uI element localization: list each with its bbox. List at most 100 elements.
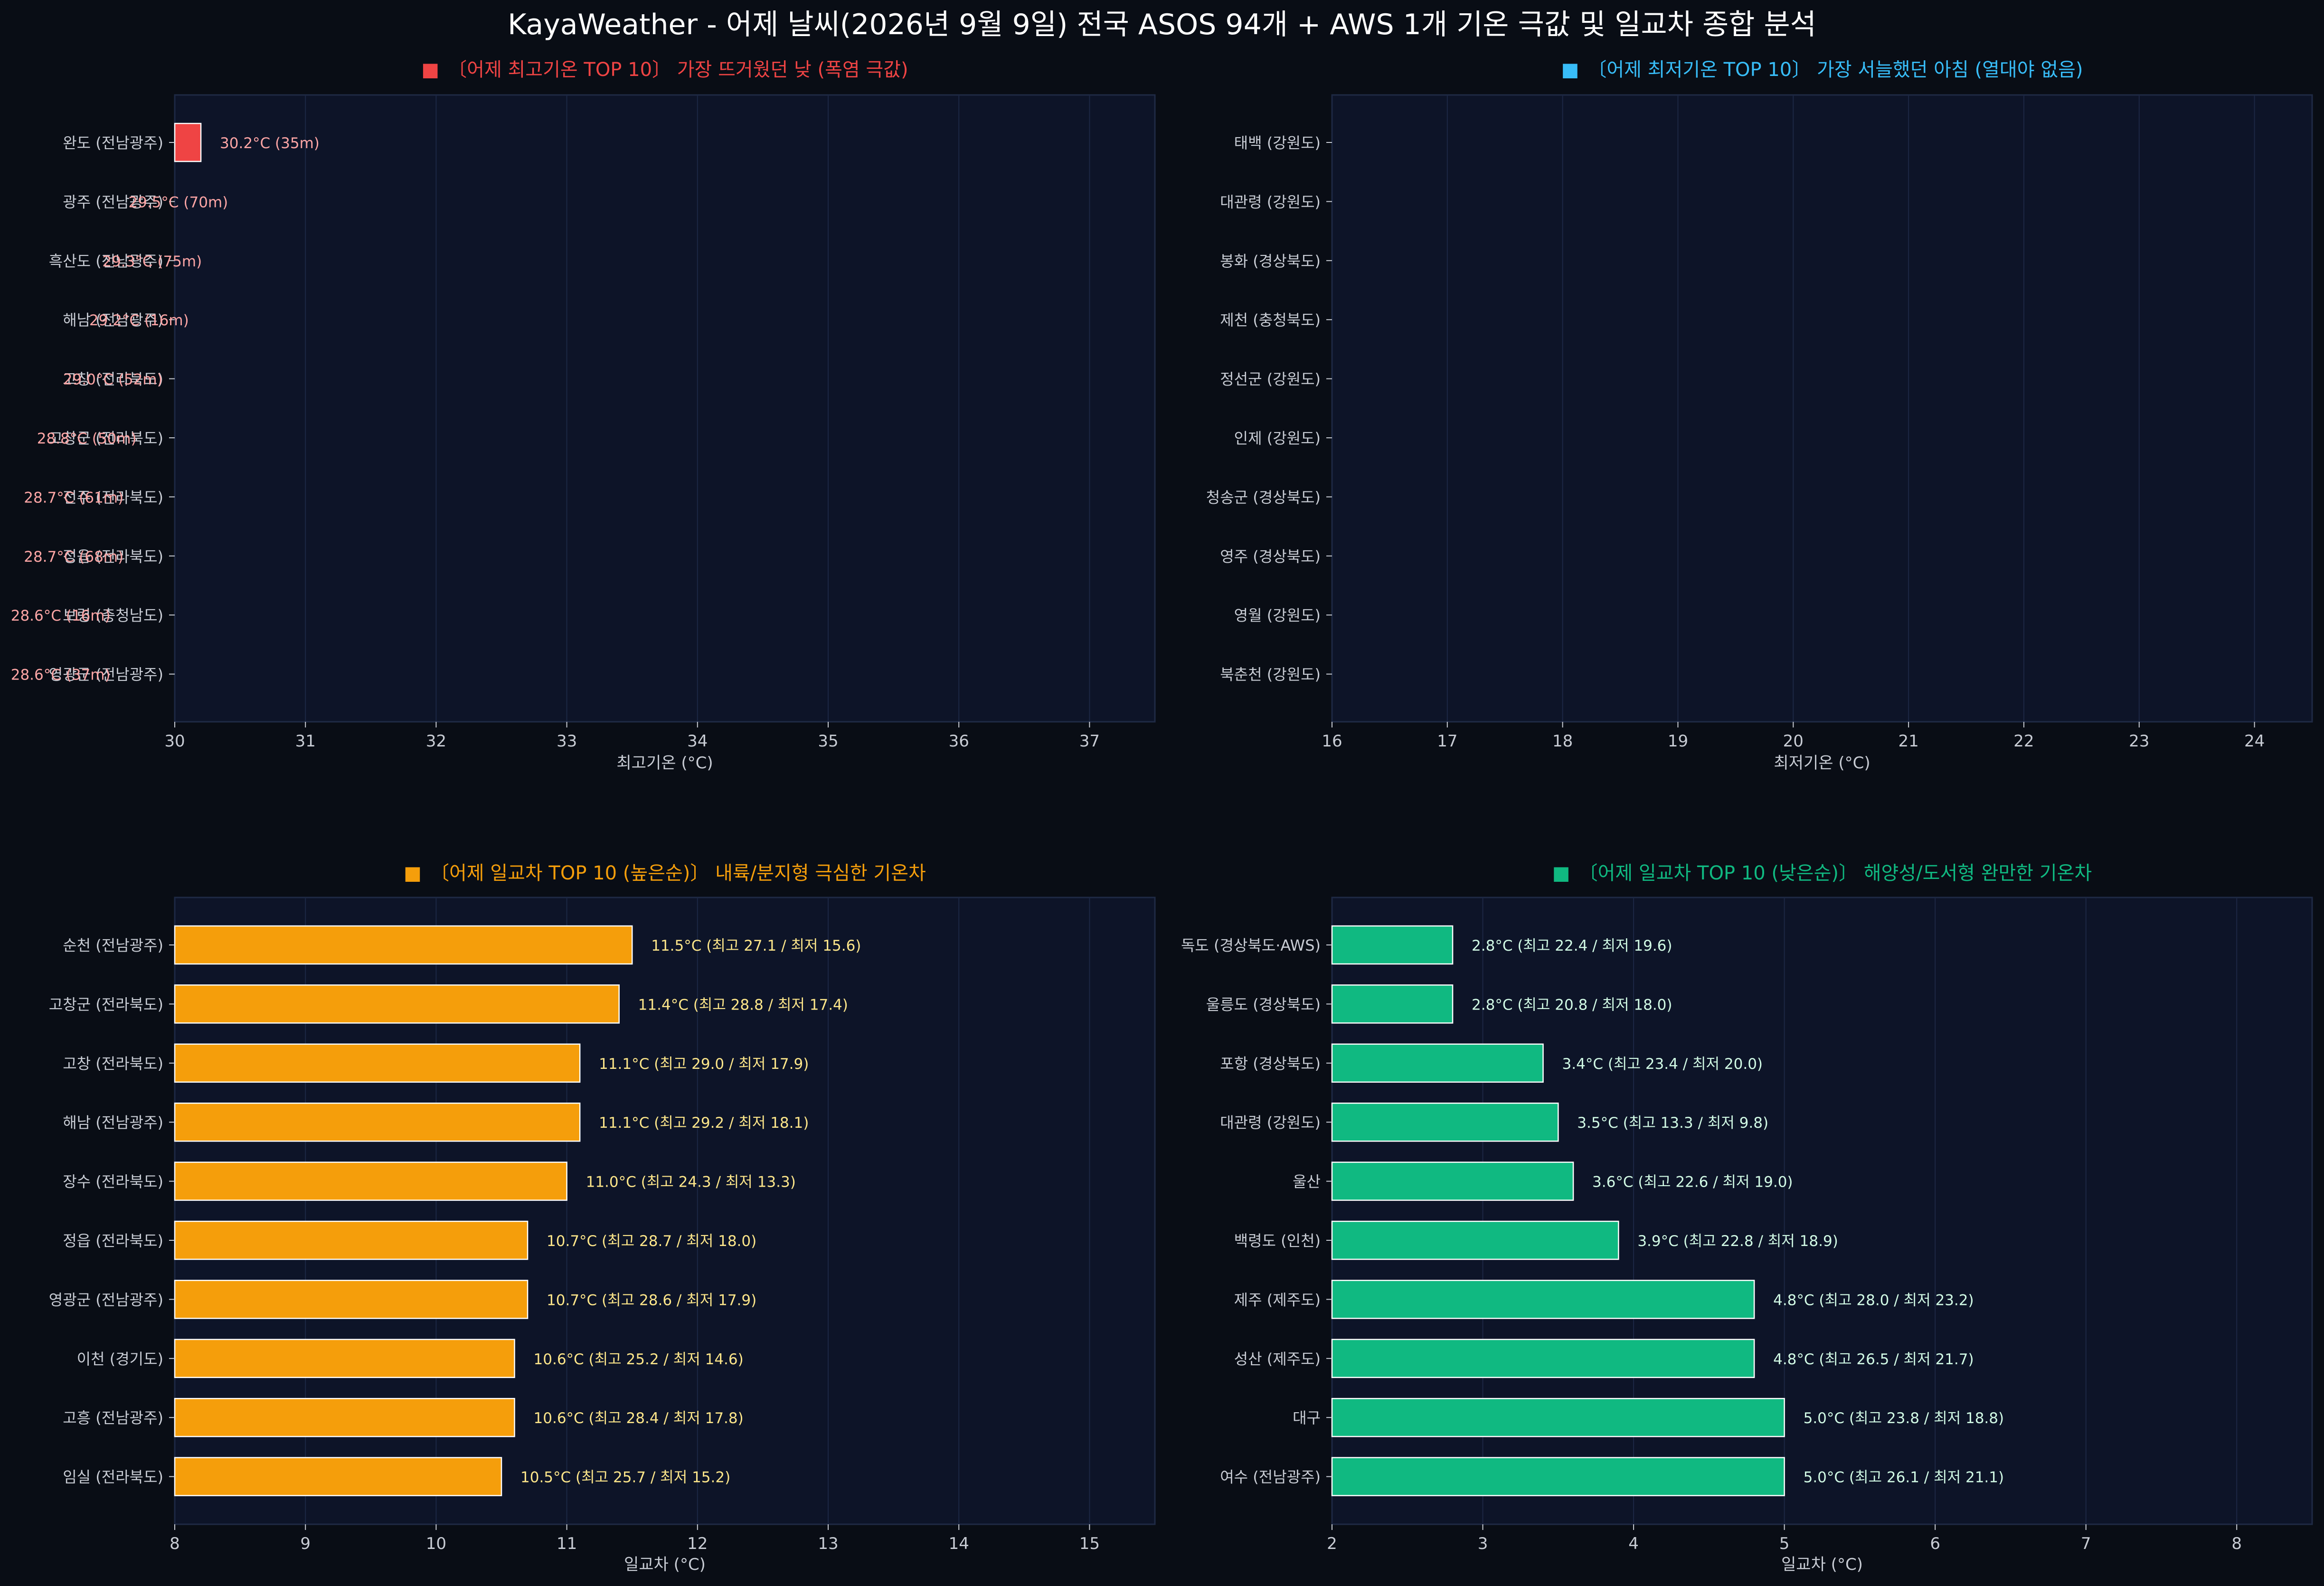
value-label: 10.7°C (최고 28.7 / 최저 18.0) [547,1233,756,1250]
y-tick-label: 대관령 (강원도) [1220,1114,1321,1132]
bars-range-high [174,925,633,1496]
xticks-min: 16 17 18 19 20 21 22 23 24 [1322,722,2265,751]
y-tick-label: 순천 (전남광주) [63,936,163,954]
bar [174,1457,502,1496]
yticks-min: 태백 (강원도) 대관령 (강원도) 봉화 (경상북도) 제천 (충청북도) 정선군 (… [1206,134,1332,684]
bar [174,123,202,162]
x-tick-label: 32 [426,732,446,751]
labels-range-high: 11.5°C (최고 27.1 / 최저 15.6) 11.4°C (최고 28.… [520,937,861,1486]
value-label: 11.0°C (최고 24.3 / 최저 13.3) [586,1174,796,1191]
x-tick-label: 3 [1478,1534,1488,1553]
bar [174,1339,515,1378]
y-tick-label: 인제 (강원도) [1234,429,1321,447]
y-tick-label: 울릉도 (경상북도) [1206,995,1321,1013]
x-tick-label: 17 [1437,732,1457,751]
x-tick-label: 18 [1552,732,1573,751]
x-axis-label-min: 최저기온 (°C) [1774,754,1870,773]
value-label: 3.9°C (최고 22.8 / 최저 18.9) [1637,1233,1838,1250]
value-label: 2.8°C (최고 22.4 / 최저 19.6) [1472,937,1672,954]
y-tick-label: 전주 (전라북도) [63,488,163,506]
y-tick-label: 장수 (전라북도) [63,1173,163,1191]
value-label: 5.0°C (최고 23.8 / 최저 18.8) [1804,1410,2004,1427]
value-label: 2.8°C (최고 20.8 / 최저 18.0) [1472,996,1672,1013]
value-label: 30.2°C (35m) [220,135,320,152]
bar [1331,1043,1544,1083]
bars-max [174,123,202,162]
y-tick-label: 보령 (충청남도) [63,606,163,624]
y-tick-label: 영월 (강원도) [1234,606,1321,624]
bar [1331,1220,1619,1260]
y-tick-label: 해남 (전남광주) [63,311,163,329]
value-label: 11.1°C (최고 29.2 / 최저 18.1) [599,1114,809,1132]
value-label: 10.7°C (최고 28.6 / 최저 17.9) [547,1292,756,1309]
panel-marker-min: ■ [1561,59,1579,81]
y-tick-label: 정선군 (강원도) [1220,370,1321,388]
value-label: 28.7°C (61m) [24,489,123,506]
x-axis-label-max: 최고기온 (°C) [616,754,713,773]
y-tick-label: 여수 (전남광주) [1220,1468,1321,1486]
value-label: 11.1°C (최고 29.0 / 최저 17.9) [599,1056,809,1073]
bar [1331,925,1454,965]
panel-max-temp: ■ 〔어제 최고기온 TOP 10〕 가장 뜨거웠던 낮 (폭염 극값) 최고기온… [11,59,1156,773]
bar [1331,1280,1755,1319]
x-tick-label: 36 [949,732,969,751]
value-label: 3.6°C (최고 22.6 / 최저 19.0) [1592,1174,1793,1191]
panel-range-high: ■ 〔어제 일교차 TOP 10 (높은순)〕 내륙/분지형 극심한 기온차 일교… [49,862,1156,1574]
panel-min-temp: ■ 〔어제 최저기온 TOP 10〕 가장 서늘했던 아침 (열대야 없음) 최저… [1206,59,2313,773]
x-tick-label: 9 [300,1534,311,1553]
x-tick-label: 35 [818,732,838,751]
grid-min [1332,95,2255,722]
value-label: 28.6°C (16m) [11,607,111,624]
x-tick-label: 5 [1779,1534,1790,1553]
x-tick-label: 14 [949,1534,969,1553]
value-label: 29.2°C (16m) [89,312,189,329]
x-tick-label: 19 [1668,732,1688,751]
y-tick-label: 청송군 (경상북도) [1206,488,1321,506]
x-tick-label: 4 [1628,1534,1639,1553]
panel-title-max: ■ 〔어제 최고기온 TOP 10〕 가장 뜨거웠던 낮 (폭염 극값) [421,59,908,81]
value-label: 10.5°C (최고 25.7 / 최저 15.2) [520,1469,730,1486]
bar [174,984,620,1024]
y-tick-label: 대관령 (강원도) [1220,193,1321,211]
y-tick-label: 북춘천 (강원도) [1220,666,1321,684]
y-tick-label: 정읍 (전라북도) [63,548,163,566]
y-tick-label: 제천 (충청북도) [1220,311,1321,329]
bar [174,1102,581,1142]
value-label: 28.6°C (37m) [11,667,111,684]
x-tick-label: 2 [1327,1534,1337,1553]
bar [1331,1457,1785,1496]
x-axis-label-range-high: 일교차 (°C) [624,1555,706,1574]
xticks-range-high: 8 9 10 11 12 13 14 15 [170,1524,1100,1553]
bars-range-low [1331,925,1785,1496]
x-tick-label: 7 [2081,1534,2091,1553]
value-label: 29.0°C (52m) [63,371,163,388]
y-tick-label: 고창 (전라북도) [63,1055,163,1073]
y-tick-label: 태백 (강원도) [1234,134,1321,152]
yticks-max: 완도 (전남광주) 광주 (전남광주) 흑산도 (전남광주) 해남 (전남광주) 고창 … [49,134,175,684]
value-label: 11.4°C (최고 28.8 / 최저 17.4) [638,996,848,1013]
panel-range-low: ■ 〔어제 일교차 TOP 10 (낮은순)〕 해양성/도서형 완만한 기온차 일… [1181,862,2313,1574]
y-tick-label: 성산 (제주도) [1234,1350,1321,1368]
panel-title-range-high-text: 〔어제 일교차 TOP 10 (높은순)〕 내륙/분지형 극심한 기온차 [430,862,926,884]
x-tick-label: 11 [557,1534,577,1553]
yticks-range-high: 순천 (전남광주) 고창군 (전라북도) 고창 (전라북도) 해남 (전남광주) 장수 … [49,936,175,1486]
value-label: 10.6°C (최고 25.2 / 최저 14.6) [534,1351,744,1368]
bar [1331,1102,1559,1142]
value-label: 29.5°C (70m) [128,194,228,211]
value-label: 5.0°C (최고 26.1 / 최저 21.1) [1804,1469,2004,1486]
y-tick-label: 포항 (경상북도) [1220,1055,1321,1073]
x-tick-label: 30 [164,732,185,751]
bar [174,1043,581,1083]
value-label: 4.8°C (최고 26.5 / 최저 21.7) [1773,1351,1974,1368]
x-tick-label: 8 [2231,1534,2242,1553]
bar [174,1397,515,1437]
y-tick-label: 울산 [1293,1173,1321,1191]
y-tick-label: 고창 (전라북도) [63,370,163,388]
panel-marker-range-high: ■ [404,862,422,884]
value-label: 29.3°C (75m) [102,253,202,270]
bar [174,1161,567,1201]
bar [1331,1397,1785,1437]
panel-title-min-text: 〔어제 최저기온 TOP 10〕 가장 서늘했던 아침 (열대야 없음) [1587,59,2083,81]
x-tick-label: 8 [170,1534,180,1553]
